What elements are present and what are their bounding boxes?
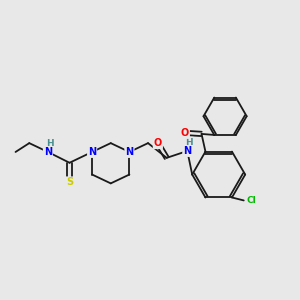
Text: S: S bbox=[66, 177, 73, 188]
Text: N: N bbox=[88, 147, 96, 157]
Text: O: O bbox=[181, 128, 189, 138]
Text: O: O bbox=[154, 138, 162, 148]
Text: N: N bbox=[125, 147, 134, 157]
Text: H: H bbox=[185, 138, 193, 147]
Text: H: H bbox=[46, 139, 54, 148]
Text: N: N bbox=[44, 147, 52, 157]
Text: N: N bbox=[183, 146, 191, 156]
Text: Cl: Cl bbox=[247, 196, 256, 205]
